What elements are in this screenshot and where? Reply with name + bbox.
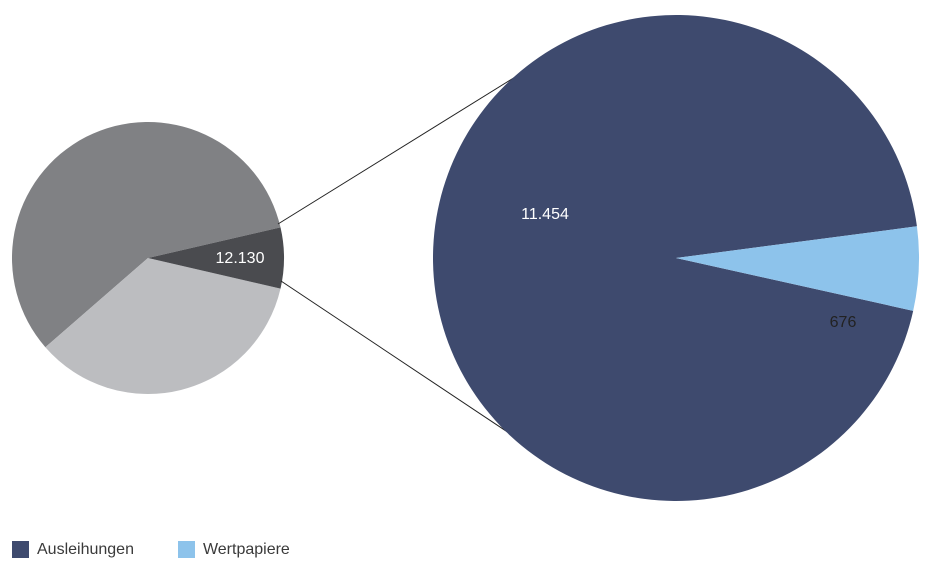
connector-line-top xyxy=(277,73,521,225)
connector-line-bottom xyxy=(280,280,513,436)
data-label-ausleihungen: 11.454 xyxy=(521,206,569,223)
large-pie: 11.454 676 xyxy=(432,14,919,501)
data-label-wertpapiere: 676 xyxy=(830,314,857,331)
legend-swatch-wertpapiere xyxy=(177,541,195,558)
legend-item-ausleihungen: Ausleihungen xyxy=(12,541,134,558)
data-label-highlight: 12.130 xyxy=(216,250,265,267)
legend-label-wertpapiere: Wertpapiere xyxy=(202,541,290,558)
pie-slice-highlight xyxy=(148,227,284,289)
legend-item-wertpapiere: Wertpapiere xyxy=(177,541,290,558)
pie-slice-lightgrey xyxy=(45,258,281,394)
pie-slice-wertpapiere xyxy=(676,226,919,311)
chart: 12.130 11.454 676 xyxy=(11,14,919,501)
legend-swatch-ausleihungen xyxy=(12,541,29,558)
pie-slice-ausleihungen xyxy=(432,14,917,501)
pie-slice-grey xyxy=(11,121,281,348)
legend-label-ausleihungen: Ausleihungen xyxy=(37,541,134,558)
legend: Ausleihungen Wertpapiere xyxy=(12,541,334,558)
small-pie: 12.130 xyxy=(11,121,284,394)
